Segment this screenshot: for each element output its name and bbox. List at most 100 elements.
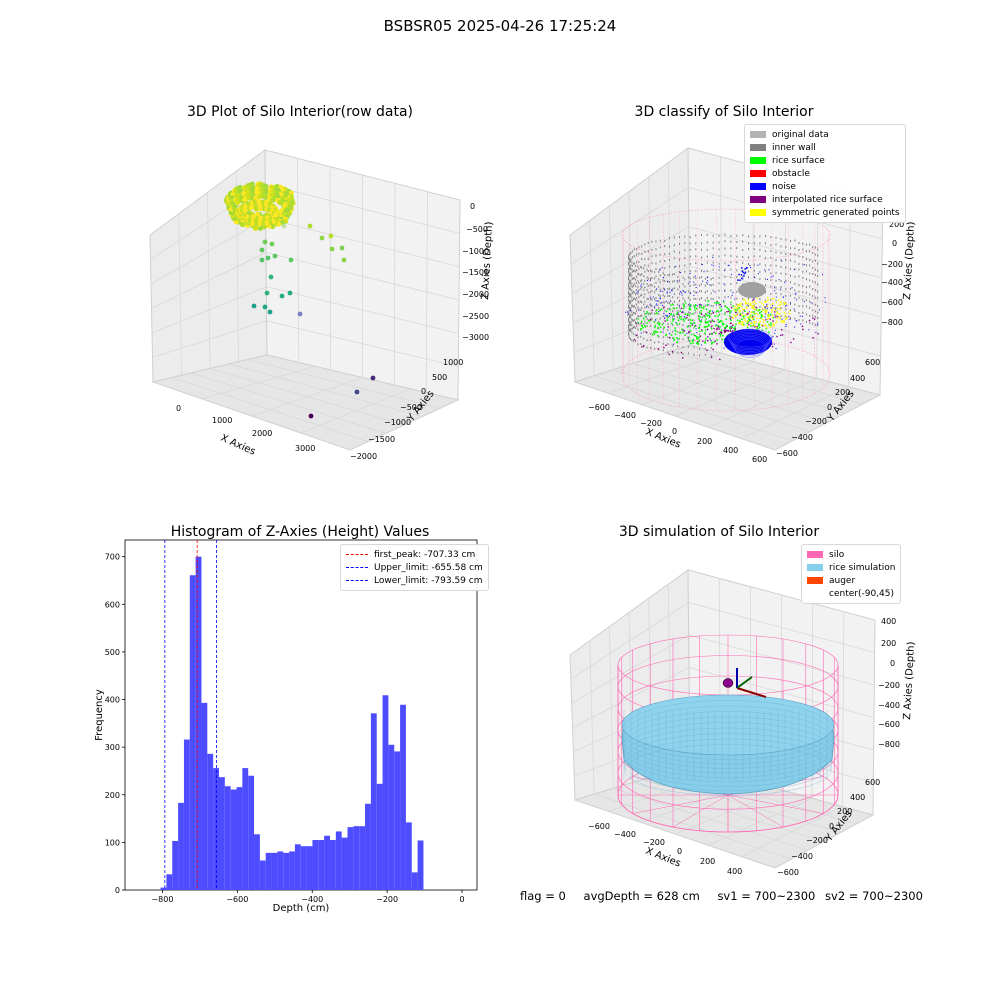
inner-wall-point [640, 335, 642, 338]
inner-wall-point [724, 233, 726, 236]
inner-wall-point [635, 261, 637, 264]
noise-point [741, 267, 743, 269]
histogram-bar [318, 840, 325, 890]
noise-point [677, 312, 679, 314]
inner-wall-point [640, 265, 642, 268]
legend-label: silo [829, 549, 845, 560]
data-point [253, 221, 259, 227]
histogram-bar [195, 556, 202, 890]
inner-wall-point [689, 248, 691, 251]
inner-wall-point [724, 289, 726, 292]
interpolated-point [697, 341, 699, 343]
legend-label: original data [772, 129, 829, 140]
histogram-bar [324, 835, 330, 890]
inner-wall-point [635, 289, 637, 292]
inner-wall-point [710, 326, 712, 329]
grid-line [247, 359, 441, 409]
interpolated-point [812, 317, 814, 319]
noise-point [764, 316, 766, 318]
noise-point [808, 329, 810, 331]
p2-xtick: 600 [752, 455, 767, 464]
inner-wall-point [655, 275, 657, 278]
inner-wall-point [654, 271, 656, 274]
noise-cluster-ring [729, 331, 771, 351]
inner-wall-point [628, 302, 630, 305]
data-point [354, 389, 360, 395]
inner-wall-point [659, 274, 661, 277]
inner-wall-point [764, 242, 766, 245]
noise-point [803, 264, 805, 266]
symmetric-point [738, 321, 741, 324]
inner-wall-point [654, 291, 656, 294]
inner-wall-point [658, 293, 660, 296]
rice-surface-point [718, 314, 721, 316]
inner-wall-point [770, 264, 772, 267]
inner-wall-point [704, 320, 706, 323]
p4-xtick: −600 [588, 822, 610, 831]
inner-wall-point [672, 296, 674, 299]
interpolated-point [716, 343, 718, 345]
legend-label: Upper_limit: -655.58 cm [374, 562, 483, 573]
histogram-bar [353, 826, 360, 890]
inner-wall-point [809, 285, 811, 288]
interpolated-point [790, 341, 792, 344]
rice-surface-point [688, 308, 691, 310]
p2-ztick: 0 [892, 239, 897, 248]
rice-surface-point [694, 335, 697, 337]
inner-wall-point [672, 337, 674, 340]
inner-wall-point [631, 299, 633, 302]
interpolated-point [713, 331, 715, 333]
noise-point [772, 336, 774, 338]
inner-wall-point [809, 306, 811, 309]
rice-surface-point [657, 327, 659, 329]
inner-wall-point [630, 251, 632, 254]
rice-surface-point [734, 309, 736, 311]
inner-wall-point [651, 284, 653, 287]
noise-point [661, 304, 663, 306]
rice-simulation-top [621, 694, 835, 756]
inner-wall-point [647, 306, 649, 309]
inner-wall-point [628, 304, 630, 307]
noise-point [824, 297, 826, 299]
rice-surface-point [704, 332, 706, 334]
inner-wall-point [651, 262, 653, 265]
inner-wall-point [718, 262, 720, 265]
inner-wall-point [730, 234, 732, 237]
inner-wall-point [640, 287, 642, 290]
inner-wall-point [659, 317, 661, 320]
rice-surface-point [731, 326, 734, 328]
p4-ytick: 200 [837, 807, 852, 816]
symmetric-point [778, 316, 780, 318]
rice-surface-point [714, 315, 716, 317]
rice-surface-point [641, 325, 644, 327]
inner-wall-point [641, 301, 643, 304]
interpolated-point [730, 327, 732, 329]
inner-wall-point [704, 313, 706, 316]
inner-wall-point [684, 264, 686, 267]
inner-wall-point [635, 303, 637, 306]
symmetric-point [760, 324, 763, 326]
inner-wall-point [724, 283, 726, 286]
inner-wall-point [689, 263, 691, 266]
inner-wall-point [704, 353, 706, 356]
histogram-bar [400, 704, 406, 890]
inner-wall-point [633, 255, 635, 258]
symmetric-point [749, 303, 751, 305]
rice-surface-point [760, 310, 763, 313]
symmetric-point [765, 310, 767, 312]
inner-wall-point [812, 314, 814, 317]
inner-wall-point [628, 267, 630, 270]
noise-point [785, 325, 787, 327]
rice-surface-point [722, 324, 724, 326]
inner-wall-point [644, 270, 646, 273]
inner-wall-point [748, 235, 750, 238]
inner-wall-point [684, 256, 686, 259]
histogram-bar [359, 826, 366, 890]
inner-wall-point [730, 296, 732, 299]
inner-wall-point [628, 334, 630, 337]
inner-wall-point [780, 272, 782, 275]
rice-surface-point [704, 329, 707, 332]
silo-floor-spoke [727, 794, 824, 814]
symmetric-point [750, 317, 753, 319]
inner-wall-point [658, 335, 660, 338]
